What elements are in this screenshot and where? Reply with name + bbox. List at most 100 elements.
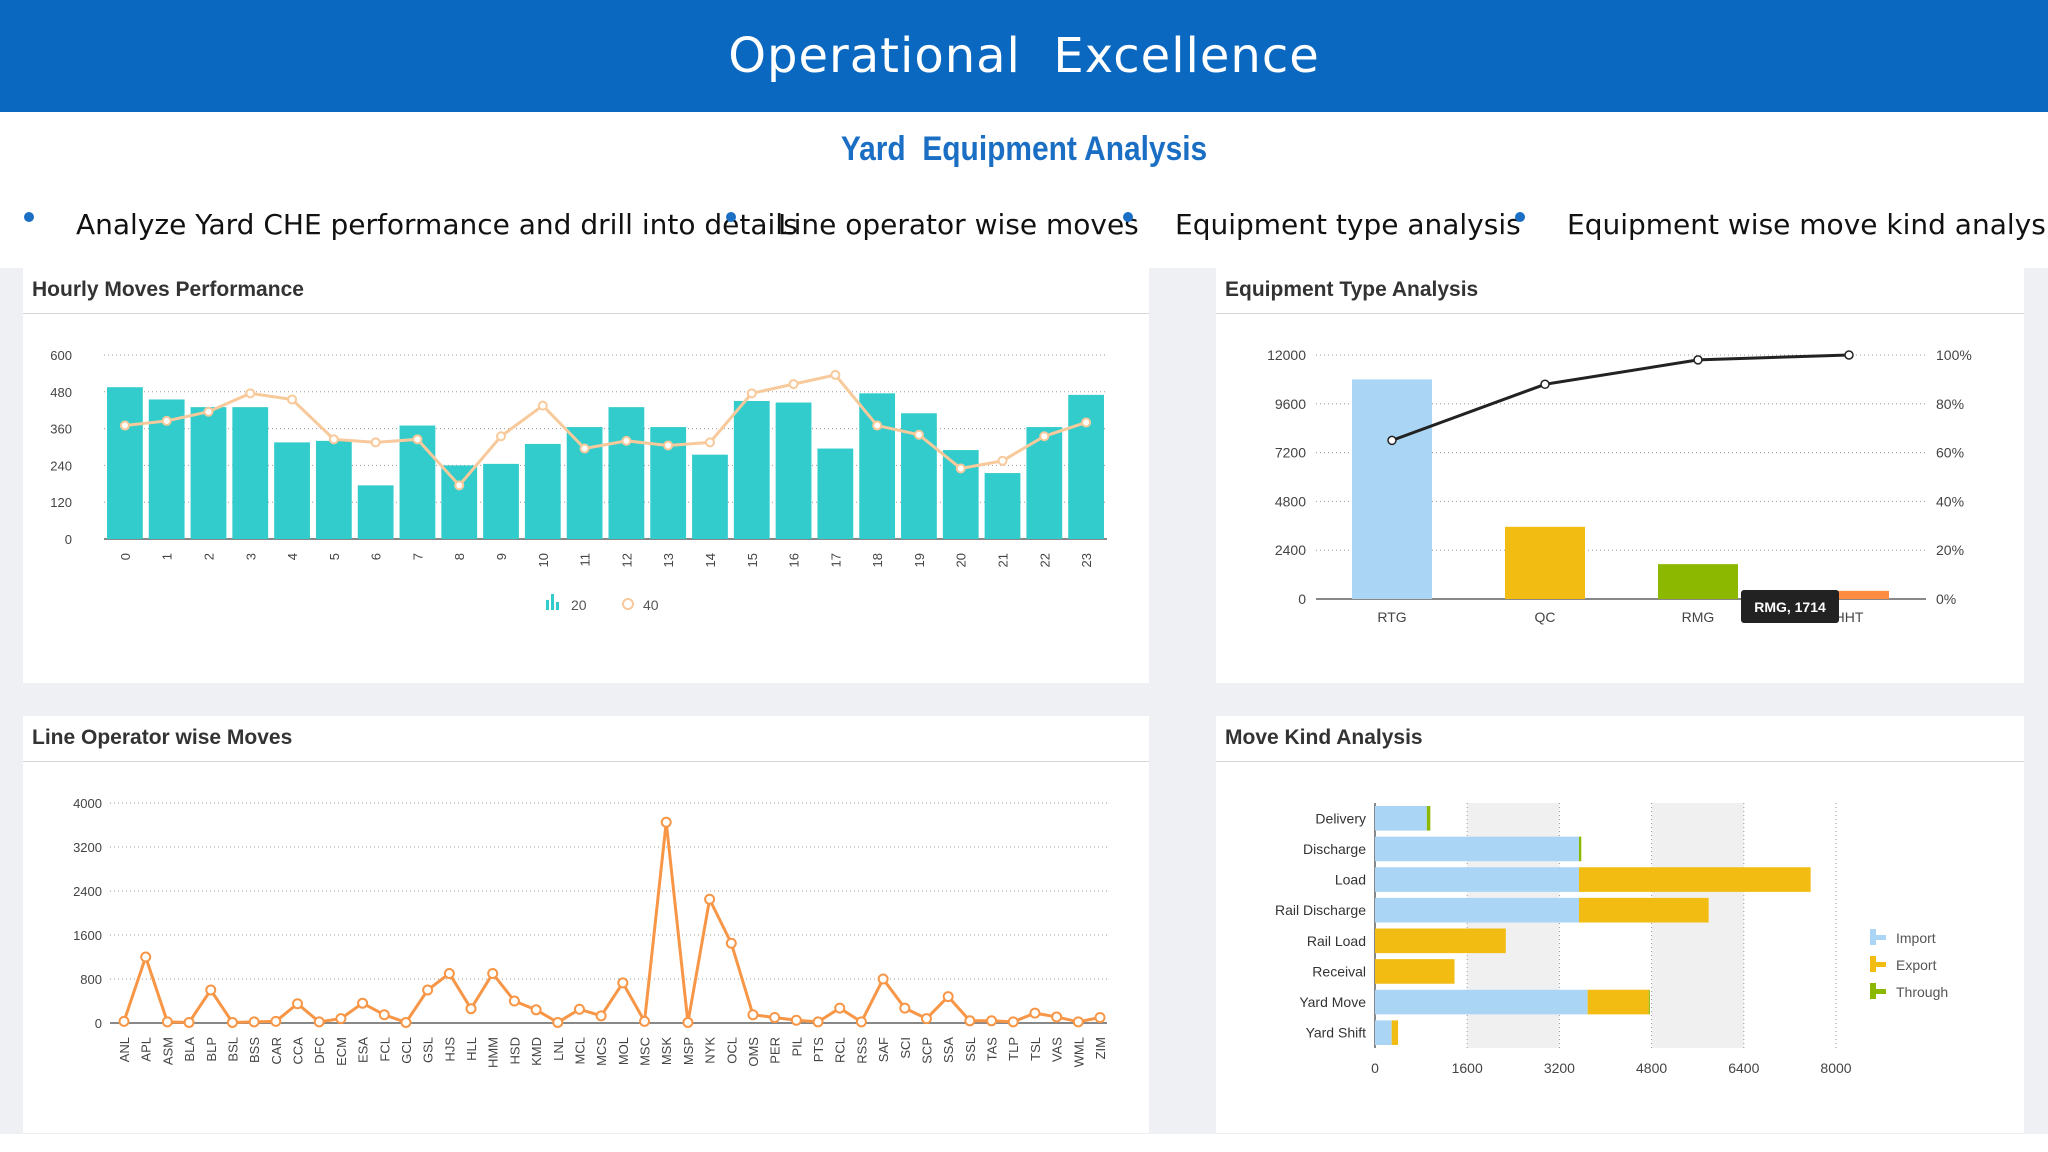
bullet-item: Equipment type analysis — [1123, 208, 1521, 241]
plot-band — [1651, 803, 1744, 1048]
line-point — [812, 1016, 824, 1028]
x-tick-label: 22 — [1037, 553, 1052, 567]
bullet-item: Line operator wise moves — [726, 208, 1139, 241]
bullet-text: Analyze Yard CHE performance and drill i… — [76, 208, 798, 241]
tooltip-text: RMG, 1714 — [1754, 599, 1826, 615]
x-tick-label: MSK — [659, 1037, 674, 1066]
x-tick-label: TAS — [985, 1037, 1000, 1062]
line-point — [270, 1015, 282, 1027]
bar — [1505, 526, 1585, 599]
x-tick-label: ZIM — [1093, 1037, 1108, 1059]
line-point — [118, 1015, 130, 1027]
y-tick-label: 4000 — [73, 796, 102, 811]
cumulative-line — [1391, 353, 1850, 442]
y-tick-label: 4800 — [1275, 493, 1306, 509]
line-point — [725, 937, 737, 949]
bar — [1068, 394, 1104, 539]
y-tick-label: 12000 — [1267, 347, 1306, 363]
y2-tick-label: 0% — [1936, 591, 1956, 607]
y-tick-label: 360 — [50, 422, 72, 437]
line-point — [183, 1016, 195, 1028]
bullet-text: Line operator wise moves — [778, 208, 1139, 241]
x-tick-label: 9 — [494, 553, 509, 560]
line-point — [1081, 417, 1092, 428]
x-tick-label: 15 — [745, 553, 760, 567]
legend-label: 20 — [571, 597, 587, 613]
x-tick-label: 2 — [201, 553, 216, 560]
line-point — [203, 406, 214, 417]
line-point — [663, 440, 674, 451]
line-point — [746, 388, 757, 399]
x-tick-label: PER — [768, 1037, 783, 1064]
panel-title: Hourly Moves Performance — [23, 268, 1149, 314]
x-tick-label: SAF — [876, 1037, 891, 1062]
bar — [692, 454, 728, 539]
line-point — [955, 463, 966, 474]
legend-icon — [1870, 956, 1876, 972]
x-tick-label: SCP — [919, 1037, 934, 1064]
legend-bar-icon — [556, 602, 559, 610]
x-tick-label: SSL — [963, 1037, 978, 1062]
y2-tick-label: 80% — [1936, 396, 1964, 412]
y-tick-label: 2400 — [73, 884, 102, 899]
x-tick-label: PIL — [789, 1037, 804, 1057]
bullet-icon — [726, 212, 736, 222]
line-point — [465, 1003, 477, 1015]
line-point — [1029, 1007, 1041, 1019]
legend-label: Through — [1896, 984, 1948, 1000]
line-point — [660, 816, 672, 828]
x-tick-label: MCL — [572, 1037, 587, 1064]
legend-label: Export — [1896, 957, 1937, 973]
line-point — [769, 1012, 781, 1023]
x-tick-label: 5 — [327, 553, 342, 560]
line-point — [682, 1016, 694, 1028]
bar — [524, 443, 561, 539]
y2-tick-label: 40% — [1936, 493, 1964, 509]
bar — [942, 450, 979, 539]
line-point — [621, 435, 632, 446]
x-tick-label: ECM — [334, 1037, 349, 1066]
x-tick-label: APL — [139, 1037, 154, 1062]
bar-segment — [1375, 897, 1579, 923]
y-tick-label: Receival — [1312, 963, 1366, 979]
move-kind-panel: Move Kind Analysis 0 1600 3200 4800 6400 8000… — [1216, 716, 2024, 1133]
line-point — [997, 455, 1008, 466]
y-tick-label: 120 — [50, 495, 72, 510]
line-point — [552, 1016, 564, 1028]
bar-segment — [1578, 897, 1709, 923]
x-tick-label: 3 — [243, 553, 258, 560]
x-tick-label: RSS — [854, 1037, 869, 1064]
line-point — [877, 973, 889, 985]
legend-label: Import — [1896, 930, 1936, 946]
page-title: Operational Excellence — [728, 28, 1320, 84]
legend-label: 40 — [643, 597, 659, 613]
x-tick-label: ESA — [356, 1037, 371, 1063]
y-tick-label: Yard Move — [1299, 994, 1366, 1010]
x-tick-label: 3200 — [1544, 1060, 1575, 1076]
legend-bar-icon — [546, 600, 549, 610]
line-point — [226, 1016, 238, 1028]
bar — [441, 465, 478, 539]
x-tick-label: 4800 — [1636, 1060, 1667, 1076]
x-tick-label: HLL — [464, 1037, 479, 1061]
y-tick-label: 0 — [95, 1016, 102, 1031]
line-point — [704, 437, 715, 448]
x-tick-label: MSP — [681, 1037, 696, 1065]
bar — [315, 440, 352, 539]
y-tick-label: Rail Load — [1307, 933, 1366, 949]
y2-tick-label: 20% — [1936, 542, 1964, 558]
bullet-icon — [1515, 212, 1525, 222]
x-tick-label: MCS — [594, 1037, 609, 1066]
bar — [107, 387, 143, 539]
panel-title: Line Operator wise Moves — [23, 716, 1149, 762]
x-tick-label: HHT — [1835, 609, 1864, 625]
line-point — [313, 1016, 325, 1028]
y2-tick-label: 100% — [1936, 347, 1972, 363]
x-tick-label: GCL — [399, 1037, 414, 1064]
x-tick-label: 20 — [954, 553, 969, 567]
line-point — [899, 1002, 911, 1014]
bar-segment — [1375, 989, 1588, 1015]
x-tick-label: 13 — [661, 553, 676, 567]
bar-segment — [1578, 867, 1811, 892]
line-point — [1051, 1011, 1063, 1023]
